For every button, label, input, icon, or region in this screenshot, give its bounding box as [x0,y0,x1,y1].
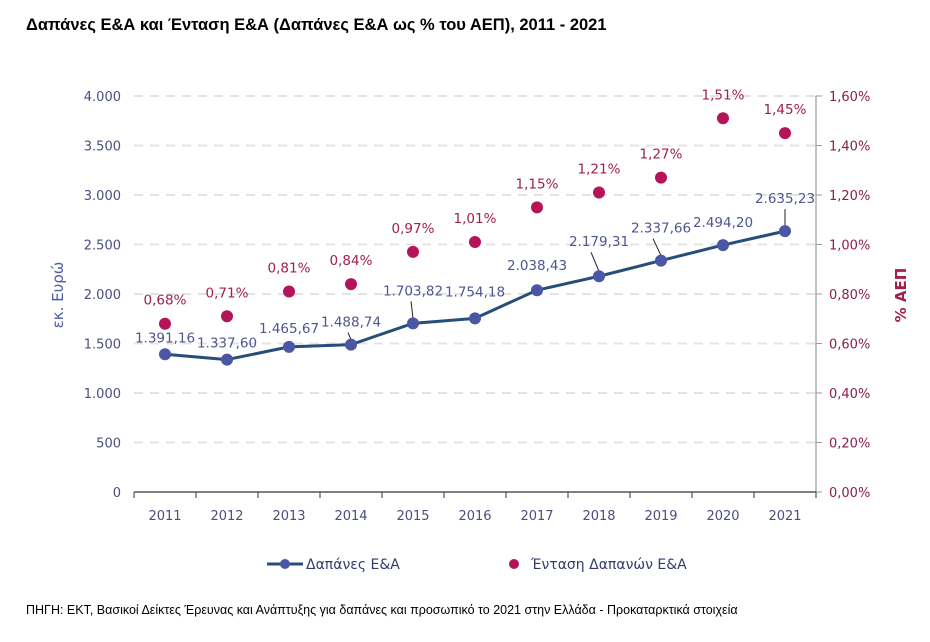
expenditure-data-label: 2.038,43 [507,258,567,274]
expenditure-data-label: 1.754,18 [445,284,505,300]
label-leader-line [590,252,600,272]
expenditure-point [593,270,605,283]
x-tick-label: 2019 [644,509,677,524]
right-tick-label: 0,20% [829,437,870,452]
intensity-point [779,127,791,140]
expenditure-point [221,353,233,366]
left-tick-label: 1.500 [84,338,121,353]
intensity-point [159,317,171,330]
right-axis-title: % ΑΕΠ [892,268,910,323]
intensity-point [593,186,605,199]
expenditure-point [779,225,791,238]
legend-dot-swatch [509,559,519,569]
left-tick-label: 3.500 [84,140,121,155]
left-axis-ticks: 0 500 1.000 1.500 2.000 2.500 3.000 3.500 4.000 [84,90,121,501]
legend-item-intensity: Ένταση Δαπανών Ε&Α [509,557,687,573]
x-tick-label: 2014 [334,509,367,524]
legend-label-intensity: Ένταση Δαπανών Ε&Α [530,557,687,573]
intensity-data-label: 0,68% [144,293,187,309]
x-tick-label: 2012 [210,509,243,524]
source-note: ΠΗΓΗ: ΕΚΤ, Βασικοί Δείκτες Έρευνας και Α… [26,603,738,617]
x-axis-ticks: 2011 2012 2013 2014 2015 2016 2017 2018 2019 2020… [133,492,817,524]
expenditure-data-label: 1.337,60 [197,336,257,352]
right-tick-label: 0,80% [829,288,870,303]
intensity-data-label: 1,21% [578,162,621,178]
intensity-point [345,278,357,291]
right-tick-label: 1,40% [829,140,870,155]
intensity-data-label: 1,51% [702,87,745,103]
intensity-data-label: 0,81% [268,261,311,277]
label-leader-line [347,332,352,340]
intensity-data-label: 0,97% [392,221,435,237]
intensity-point [407,245,419,258]
right-tick-label: 1,60% [829,90,870,105]
left-tick-label: 4.000 [84,90,121,105]
x-tick-label: 2018 [582,509,615,524]
gridlines [134,95,816,444]
legend-item-expenditure: Δαπάνες Ε&Α [267,557,400,573]
intensity-point [221,310,233,323]
intensity-data-label: 0,71% [206,285,249,301]
legend: Δαπάνες Ε&Α Ένταση Δαπανών Ε&Α [267,557,687,573]
intensity-data-label: 1,15% [516,176,559,192]
intensity-data-label: 0,84% [330,253,373,269]
legend-label-expenditure: Δαπάνες Ε&Α [306,557,400,573]
x-tick-label: 2013 [272,509,305,524]
right-tick-label: 0,60% [829,338,870,353]
expenditure-data-label: 1.391,16 [135,330,195,346]
expenditure-point [655,254,667,267]
series-rd-intensity: 0,68% 0,71% 0,81% 0,84% 0,97% 1,01% 1,15% 1,21%… [144,87,807,330]
expenditure-point [717,239,729,252]
expenditure-point [407,317,419,330]
intensity-data-label: 1,45% [764,102,807,118]
intensity-data-label: 1,27% [640,147,683,163]
x-tick-label: 2016 [458,509,491,524]
expenditure-data-label: 1.488,74 [321,315,381,331]
right-tick-label: 1,20% [829,189,870,204]
expenditure-data-label: 2.494,20 [693,215,753,231]
expenditure-data-label: 2.179,31 [569,234,629,250]
label-leader-line [410,301,414,319]
intensity-point [717,112,729,125]
chart-title: Δαπάνες Ε&Α και Ένταση Ε&Α (Δαπάνες Ε&Α … [26,16,607,34]
right-tick-label: 0,00% [829,486,870,501]
x-tick-label: 2011 [148,509,181,524]
left-tick-label: 500 [96,437,121,452]
intensity-point [469,236,481,249]
left-tick-label: 2.000 [84,288,121,303]
left-tick-label: 3.000 [84,189,121,204]
expenditure-point [283,340,295,353]
expenditure-data-label: 1.703,82 [383,283,443,299]
expenditure-point [159,348,171,361]
label-leader-line [652,238,662,256]
expenditure-point [345,338,357,351]
left-tick-label: 2.500 [84,239,121,254]
expenditure-data-label: 2.337,66 [631,221,691,237]
expenditure-data-label: 2.635,23 [755,191,815,207]
left-tick-label: 1.000 [84,387,121,402]
intensity-data-label: 1,01% [454,211,497,227]
x-tick-label: 2020 [706,509,739,524]
legend-marker-swatch [280,559,290,569]
x-tick-label: 2015 [396,509,429,524]
right-axis-ticks: 0,00% 0,20% 0,40% 0,60% 0,80% 1,00% 1,20% 1,40%… [816,90,870,501]
intensity-point [531,201,543,214]
chart: 05001.0001.5002.0002.5003.0003.5004.000 … [49,87,910,573]
series-rd-expenditure: 1.391,16 1.337,601.465,67 1.488,741.703,82… [135,191,815,366]
intensity-point [655,171,667,184]
intensity-point [283,285,295,298]
expenditure-point [469,312,481,325]
right-tick-label: 0,40% [829,387,870,402]
left-tick-label: 0 [113,486,121,501]
x-tick-label: 2021 [768,509,801,524]
left-axis-title: εκ. Ευρώ [49,262,67,329]
x-tick-label: 2017 [520,509,553,524]
expenditure-point [531,284,543,297]
right-tick-label: 1,00% [829,239,870,254]
expenditure-data-label: 1.465,67 [259,321,319,337]
